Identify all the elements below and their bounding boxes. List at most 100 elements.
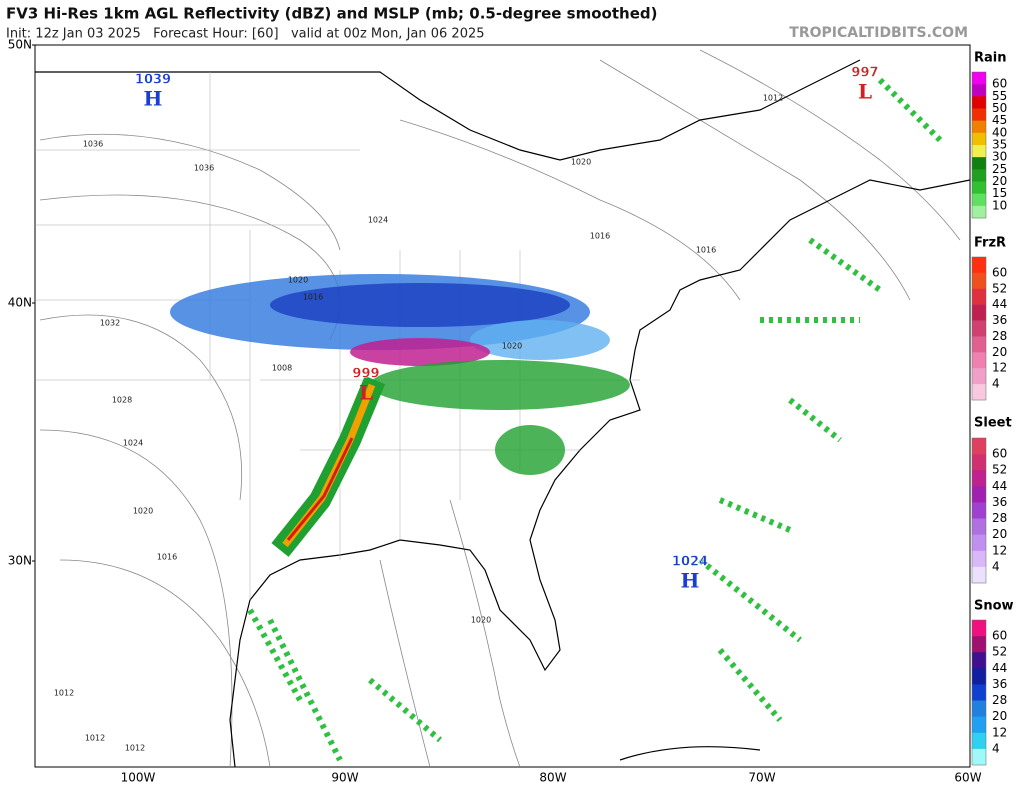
squall-core [286, 437, 354, 541]
legend-tick: 20 [992, 345, 1007, 359]
legend-swatch [972, 288, 986, 305]
snow-heavy [270, 283, 570, 327]
legend-swatch [972, 145, 986, 158]
legend-swatch [972, 384, 986, 401]
isobars [39, 49, 961, 768]
isobar-label: 1016 [696, 246, 716, 255]
legend-swatch [972, 120, 986, 134]
legend-swatch [972, 518, 986, 535]
scattered-showers [247, 77, 943, 762]
legend-swatch [972, 169, 986, 182]
legend-frame [971, 437, 987, 584]
legend-tick: 35 [992, 138, 1007, 152]
legend-frame [971, 256, 987, 401]
legend-tick: 40 [992, 125, 1007, 139]
legend-swatch [972, 636, 986, 653]
legend-tick: 44 [992, 479, 1007, 493]
isobar [379, 559, 431, 768]
pressure-value: 1039 [135, 73, 171, 88]
legend-frame [971, 71, 987, 219]
legend-tick: 4 [992, 559, 1000, 573]
pressure-letter: L [858, 80, 872, 104]
legend-tick: 45 [992, 113, 1007, 127]
legend-tick: 15 [992, 186, 1007, 200]
legend-tick: 44 [992, 297, 1007, 311]
isobar [39, 133, 341, 251]
isobar-label: 1016 [303, 293, 323, 302]
coastline [229, 179, 971, 768]
legend-tick: 28 [992, 511, 1007, 525]
legend-frame [971, 619, 987, 766]
isobar-label: 1036 [83, 140, 103, 149]
legend-swatch [972, 668, 986, 685]
legend-swatch [972, 566, 986, 584]
legend-title: Sleet [974, 416, 1012, 431]
legend-tick: 52 [992, 645, 1007, 659]
lon-label: 60W [954, 771, 981, 785]
isobar-label: 1020 [471, 616, 491, 625]
legend-swatch [972, 470, 986, 487]
legend-tick: 12 [992, 543, 1007, 557]
legend-swatch [972, 96, 986, 109]
legend-swatch [972, 502, 986, 519]
legend-swatch [972, 550, 986, 568]
legend-tick: 25 [992, 162, 1007, 176]
legend-tick: 4 [992, 377, 1000, 391]
legend-swatch [972, 716, 986, 734]
lat-label: 50N [8, 38, 32, 52]
isobar-label: 1012 [54, 689, 74, 698]
isobar [399, 119, 741, 301]
legend-swatch [972, 486, 986, 503]
isobar-label: 1028 [112, 396, 132, 405]
pressure-letter: L [359, 381, 373, 405]
legend-tick: 20 [992, 527, 1007, 541]
legend-swatch [972, 732, 986, 750]
legend-swatch [972, 84, 986, 97]
isobar [699, 49, 961, 241]
site-name: TROPICALTIDBITS.COM [789, 25, 968, 41]
legend-title: Snow [974, 599, 1014, 614]
pressure-letter: H [681, 569, 700, 593]
legend-tick: 12 [992, 725, 1007, 739]
title: FV3 Hi-Res 1km AGL Reflectivity (dBZ) an… [6, 5, 657, 23]
pressure-letter: H [144, 87, 163, 111]
legend-title: Rain [974, 51, 1007, 66]
legend-tick: 28 [992, 329, 1007, 343]
legend-tick: 20 [992, 174, 1007, 188]
legend-swatch [972, 320, 986, 337]
legend-tick: 52 [992, 463, 1007, 477]
precipitation [170, 77, 943, 762]
legend-swatch [972, 438, 986, 455]
isobar-label: 1012 [85, 734, 105, 743]
legend-tick: 36 [992, 677, 1007, 691]
isobar-label: 1024 [123, 439, 143, 448]
legend-tick: 60 [992, 629, 1007, 643]
legend-swatch [972, 157, 986, 170]
subtitle: Init: 12z Jan 03 2025 Forecast Hour: [60… [6, 27, 485, 42]
map [34, 44, 971, 768]
legend-tick: 12 [992, 361, 1007, 375]
isobar-label: 1016 [590, 232, 610, 241]
isobar-label: 1012 [763, 94, 783, 103]
snow-light [470, 320, 610, 360]
legend-tick: 4 [992, 741, 1000, 755]
isobar-label: 1024 [368, 216, 388, 225]
legend-tick: 20 [992, 709, 1007, 723]
legend-tick: 55 [992, 89, 1007, 103]
legend-tick: 36 [992, 313, 1007, 327]
lat-label: 40N [8, 296, 32, 310]
legend-swatch [972, 108, 986, 121]
lon-label: 100W [121, 771, 156, 785]
sleet [350, 338, 490, 366]
legend-swatch [972, 652, 986, 669]
legend-swatch [972, 368, 986, 385]
isobar-label: 1032 [100, 319, 120, 328]
coastlines [35, 59, 971, 768]
isobar [599, 59, 911, 301]
legend-tick: 60 [992, 265, 1007, 279]
border [35, 59, 861, 161]
legend-tick: 36 [992, 495, 1007, 509]
legend-tick: 52 [992, 281, 1007, 295]
legend-tick: 50 [992, 101, 1007, 115]
